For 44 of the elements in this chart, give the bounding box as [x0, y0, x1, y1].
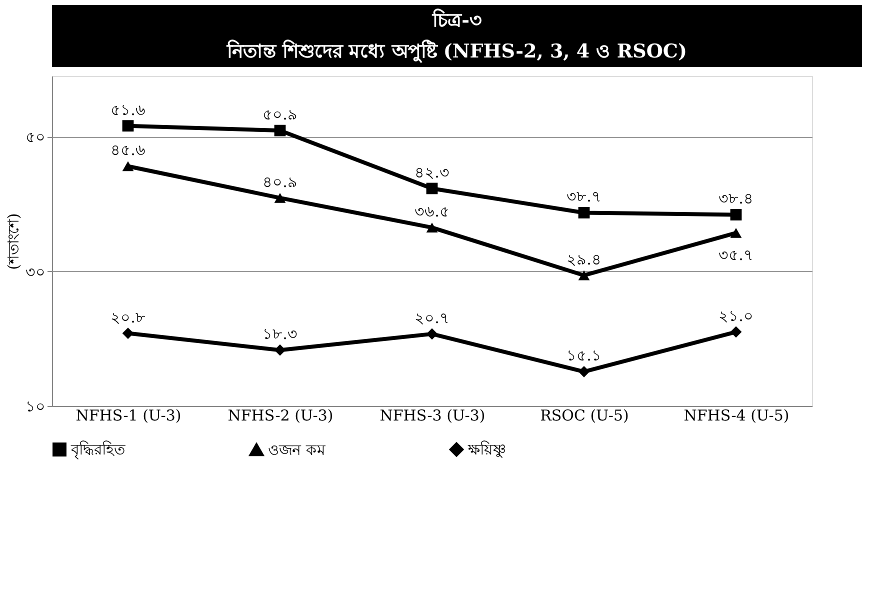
data-label: ২০.৭ [414, 308, 450, 327]
y-tick-label: ১০ [26, 398, 46, 416]
point [122, 120, 134, 132]
data-label: ২৯.৪ [566, 250, 602, 268]
x-tick-label: NFHS-3 (U-3) [380, 406, 486, 424]
point [578, 366, 590, 378]
legend-label: ক্ষয়িষ্ণু [467, 440, 506, 459]
data-label: ৩৮.৪ [718, 190, 754, 208]
y-tick-label: ৫০ [26, 128, 46, 146]
legend-label: বৃদ্ধিরহিত [70, 440, 126, 460]
point [578, 270, 590, 280]
point [122, 161, 134, 172]
legend-label: ওজন কম [268, 440, 326, 459]
chart-title: চিত্র-৩ [432, 8, 482, 32]
y-tick-label: ৩০ [26, 262, 46, 281]
point [730, 326, 742, 338]
data-label: ১৮.৩ [262, 325, 298, 344]
point [426, 328, 438, 340]
point [122, 328, 134, 339]
x-tick-label: RSOC (U-5) [540, 406, 629, 424]
point [426, 222, 438, 232]
data-label: ২০.৮ [110, 308, 146, 326]
data-label: ৫০.৯ [262, 106, 298, 124]
data-label: ১৫.১ [566, 346, 602, 365]
data-label: ৪২.৩ [414, 163, 450, 182]
point [730, 209, 742, 220]
point [578, 207, 590, 218]
chart-subtitle: নিতান্ত শিশুদের মধ্যে অপুষ্টি (NFHS-2, 3, 4 ও RSOC) [226, 40, 688, 64]
data-label: ৪৫.৬ [110, 141, 146, 160]
data-label: ৩৬.৫ [414, 202, 450, 221]
x-tick-label: NFHS-2 (U-3) [228, 406, 334, 424]
data-label: ৩৮.৭ [566, 188, 602, 206]
data-label: ৫১.৬ [110, 100, 146, 119]
point [274, 192, 286, 203]
point [274, 344, 286, 356]
data-label: ২১.০ [718, 306, 754, 325]
point [274, 124, 286, 136]
data-label: ৩৫.৭ [718, 246, 754, 264]
x-tick-label: NFHS-4 (U-5) [684, 406, 790, 424]
y-axis-title: (শতাংশে) [4, 213, 22, 270]
point [426, 182, 438, 194]
point [730, 228, 742, 238]
data-label: ৪০.৯ [262, 172, 298, 191]
x-tick-label: NFHS-1 (U-3) [76, 406, 182, 424]
